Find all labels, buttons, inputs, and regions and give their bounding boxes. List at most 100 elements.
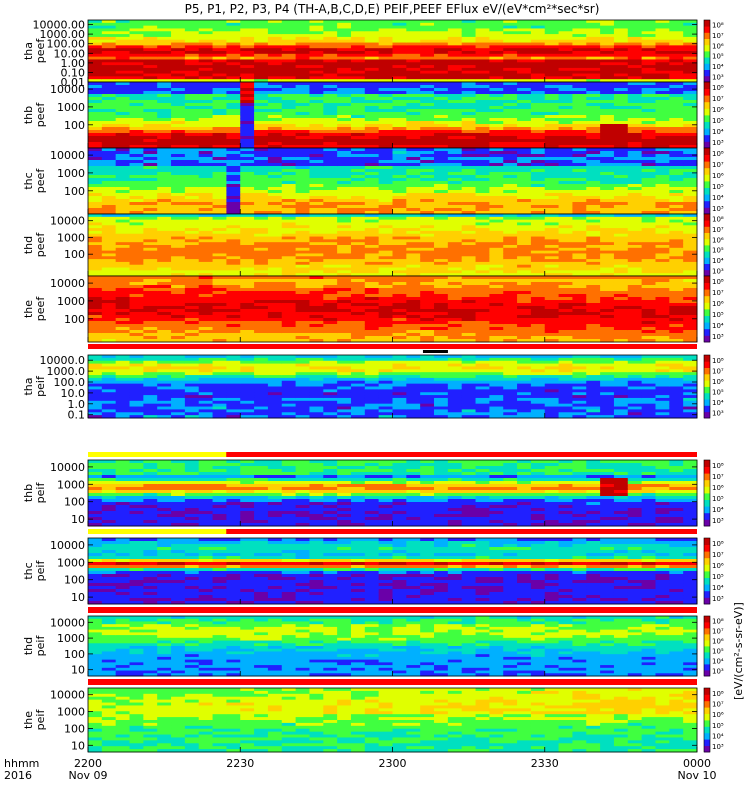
heat-cell [240,127,255,131]
heat-cell [558,157,573,161]
heat-cell [171,214,186,218]
heat-cell [392,115,407,119]
heat-cell [378,139,393,143]
heat-cell [641,259,656,263]
heat-cell [254,20,269,24]
heat-cell [655,245,670,249]
heat-cell [226,330,241,334]
heat-cell [364,184,380,188]
heat-cell [434,70,449,75]
heat-cell [558,34,573,38]
heat-cell [572,65,587,69]
heat-cell [406,216,421,221]
heat-cell [461,51,477,55]
heat-cell [683,253,698,257]
heat-cell [295,247,310,252]
heat-cell [572,288,587,292]
heat-cell [198,261,214,266]
heat-cell [475,115,490,119]
heat-cell [184,300,200,304]
heat-cell [171,115,186,119]
heat-cell [503,76,518,80]
heat-cell [600,39,615,44]
heat-cell [627,127,643,131]
heat-cell [600,45,615,49]
heat-cell [669,94,684,98]
heat-cell [240,118,255,122]
heat-cell [420,196,435,200]
heat-cell [392,51,407,55]
heat-cell [226,65,241,69]
heat-cell [378,233,393,238]
heat-cell [572,166,587,170]
heat-cell [198,330,214,334]
heat-cell [323,282,338,286]
heat-cell [101,211,117,215]
heat-cell [309,291,324,295]
heat-cell [503,121,518,125]
heat-cell [281,267,297,271]
heat-cell [530,190,546,194]
heat-cell [88,34,103,38]
heat-cell [420,270,435,274]
heat-cell [281,148,297,152]
heat-cell [115,339,131,343]
heat-cell [240,187,255,191]
heat-cell [254,82,269,86]
heat-cell [544,225,560,229]
heat-cell [420,136,435,140]
heat-cell [337,103,352,107]
heat-cell [115,242,131,246]
heat-cell [226,67,241,72]
heat-cell [295,202,310,206]
heat-cell [600,53,615,58]
heat-cell [434,330,449,334]
heat-cell [157,85,172,89]
heat-cell [240,91,255,95]
heat-cell [641,79,656,83]
heat-cell [627,196,643,200]
heat-cell [627,208,643,212]
heat-cell [586,56,601,60]
heat-cell [184,297,200,301]
heat-cell [157,306,172,310]
heat-cell [364,142,380,146]
heat-cell [558,270,573,274]
heat-cell [143,288,158,292]
heat-cell [88,259,103,263]
heat-cell [475,306,490,310]
heat-cell [406,245,421,249]
heat-cell [489,42,504,46]
heat-cell [267,142,283,146]
heat-cell [254,106,269,110]
heat-cell [115,383,131,387]
heat-cell [489,166,504,170]
heat-cell [600,253,615,257]
heat-cell [254,253,269,257]
heat-cell [364,112,380,116]
heat-cell [447,82,463,86]
heat-cell [669,65,684,69]
heat-cell [475,51,490,55]
heat-cell [323,315,338,319]
heat-cell [350,211,366,215]
heat-cell [655,31,670,35]
heat-cell [129,233,144,238]
heat-cell [267,211,283,215]
heat-cell [669,88,684,92]
heat-cell [364,233,380,238]
heat-cell [683,139,698,143]
heat-cell [655,253,670,257]
heat-cell [323,103,338,107]
heat-cell [281,239,297,243]
heat-cell [323,225,338,229]
heat-cell [544,247,560,252]
heat-cell [115,151,131,155]
heat-cell [350,53,366,58]
heat-cell [309,118,324,122]
heat-cell [378,230,393,235]
heat-cell [641,172,656,176]
heat-cell [115,118,131,122]
heat-cell [378,187,393,191]
heat-cell [669,190,684,194]
